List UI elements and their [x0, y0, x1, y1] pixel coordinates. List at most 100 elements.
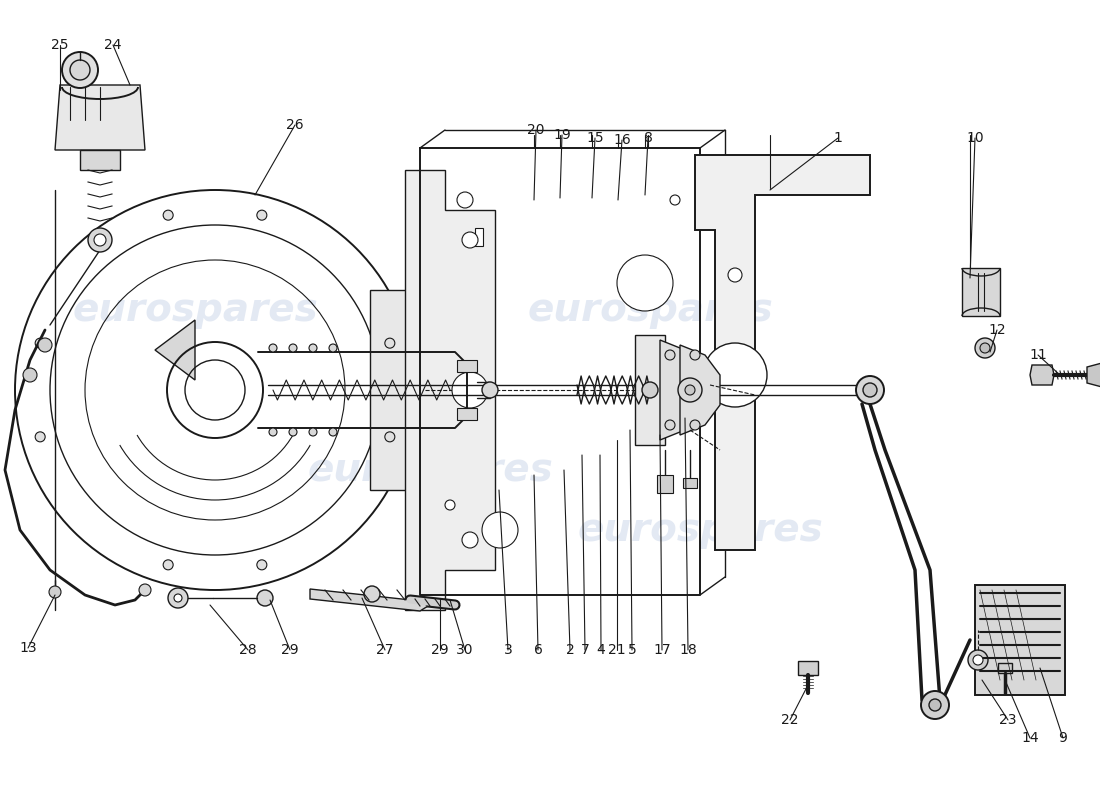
Circle shape	[864, 383, 877, 397]
Polygon shape	[975, 585, 1065, 695]
Circle shape	[168, 588, 188, 608]
Circle shape	[385, 432, 395, 442]
Circle shape	[690, 350, 700, 360]
Polygon shape	[405, 170, 495, 610]
Text: 30: 30	[456, 643, 474, 657]
Circle shape	[62, 52, 98, 88]
Circle shape	[968, 650, 988, 670]
Text: 29: 29	[282, 643, 299, 657]
Circle shape	[385, 338, 395, 348]
Text: eurospares: eurospares	[73, 291, 318, 329]
Text: 28: 28	[239, 643, 256, 657]
Circle shape	[703, 343, 767, 407]
Circle shape	[685, 385, 695, 395]
Text: 20: 20	[527, 123, 544, 137]
Circle shape	[289, 428, 297, 436]
Polygon shape	[1030, 365, 1054, 385]
Polygon shape	[155, 320, 195, 380]
Text: 18: 18	[679, 643, 697, 657]
Bar	[798, 661, 818, 675]
Text: 29: 29	[431, 643, 449, 657]
Circle shape	[23, 368, 37, 382]
Circle shape	[163, 210, 173, 220]
Circle shape	[452, 372, 488, 408]
Polygon shape	[962, 268, 1000, 316]
Circle shape	[257, 590, 273, 606]
Circle shape	[309, 428, 317, 436]
Circle shape	[35, 432, 45, 442]
Text: 21: 21	[608, 643, 626, 657]
Text: 4: 4	[596, 643, 605, 657]
Polygon shape	[310, 589, 428, 611]
Circle shape	[364, 586, 380, 602]
Text: 9: 9	[1058, 731, 1067, 745]
Circle shape	[139, 584, 151, 596]
Circle shape	[50, 586, 60, 598]
Polygon shape	[370, 290, 415, 490]
Bar	[657, 475, 673, 493]
Circle shape	[482, 512, 518, 548]
Bar	[456, 360, 477, 372]
Circle shape	[446, 500, 455, 510]
Polygon shape	[695, 155, 870, 550]
Circle shape	[974, 655, 983, 665]
Text: eurospares: eurospares	[307, 451, 553, 489]
Text: 24: 24	[104, 38, 122, 52]
Circle shape	[256, 210, 267, 220]
Circle shape	[309, 344, 317, 352]
Text: 3: 3	[504, 643, 513, 657]
Circle shape	[930, 699, 940, 711]
Circle shape	[256, 560, 267, 570]
Circle shape	[329, 428, 337, 436]
Circle shape	[163, 560, 173, 570]
Text: 7: 7	[581, 643, 590, 657]
Text: 22: 22	[781, 713, 799, 727]
Text: 26: 26	[286, 118, 304, 132]
Polygon shape	[660, 340, 700, 440]
Bar	[456, 408, 477, 420]
Circle shape	[670, 195, 680, 205]
Circle shape	[94, 234, 106, 246]
Text: 10: 10	[966, 131, 983, 145]
Text: 13: 13	[19, 641, 36, 655]
Text: 16: 16	[613, 133, 631, 147]
Text: 6: 6	[534, 643, 542, 657]
Text: 14: 14	[1021, 731, 1038, 745]
Text: 19: 19	[553, 128, 571, 142]
Text: 25: 25	[52, 38, 68, 52]
Text: 27: 27	[376, 643, 394, 657]
Text: 12: 12	[988, 323, 1005, 337]
Polygon shape	[680, 345, 720, 435]
Circle shape	[88, 228, 112, 252]
Text: 23: 23	[999, 713, 1016, 727]
Circle shape	[666, 420, 675, 430]
Circle shape	[728, 268, 743, 282]
Text: 17: 17	[653, 643, 671, 657]
Circle shape	[678, 378, 702, 402]
Circle shape	[666, 350, 675, 360]
Circle shape	[975, 338, 996, 358]
Bar	[475, 228, 483, 246]
Circle shape	[690, 420, 700, 430]
Circle shape	[270, 428, 277, 436]
Circle shape	[482, 382, 498, 398]
Circle shape	[617, 255, 673, 311]
Text: 1: 1	[834, 131, 843, 145]
Circle shape	[462, 232, 478, 248]
Polygon shape	[1087, 363, 1100, 387]
Text: 15: 15	[586, 131, 604, 145]
Text: 5: 5	[628, 643, 637, 657]
Text: eurospares: eurospares	[527, 291, 773, 329]
Bar	[683, 478, 697, 488]
Text: 8: 8	[644, 131, 652, 145]
Circle shape	[70, 60, 90, 80]
Circle shape	[289, 344, 297, 352]
Circle shape	[642, 382, 658, 398]
Bar	[998, 663, 1012, 673]
Circle shape	[329, 344, 337, 352]
Text: 2: 2	[565, 643, 574, 657]
Circle shape	[980, 343, 990, 353]
Circle shape	[270, 344, 277, 352]
Circle shape	[456, 192, 473, 208]
Polygon shape	[55, 85, 145, 150]
